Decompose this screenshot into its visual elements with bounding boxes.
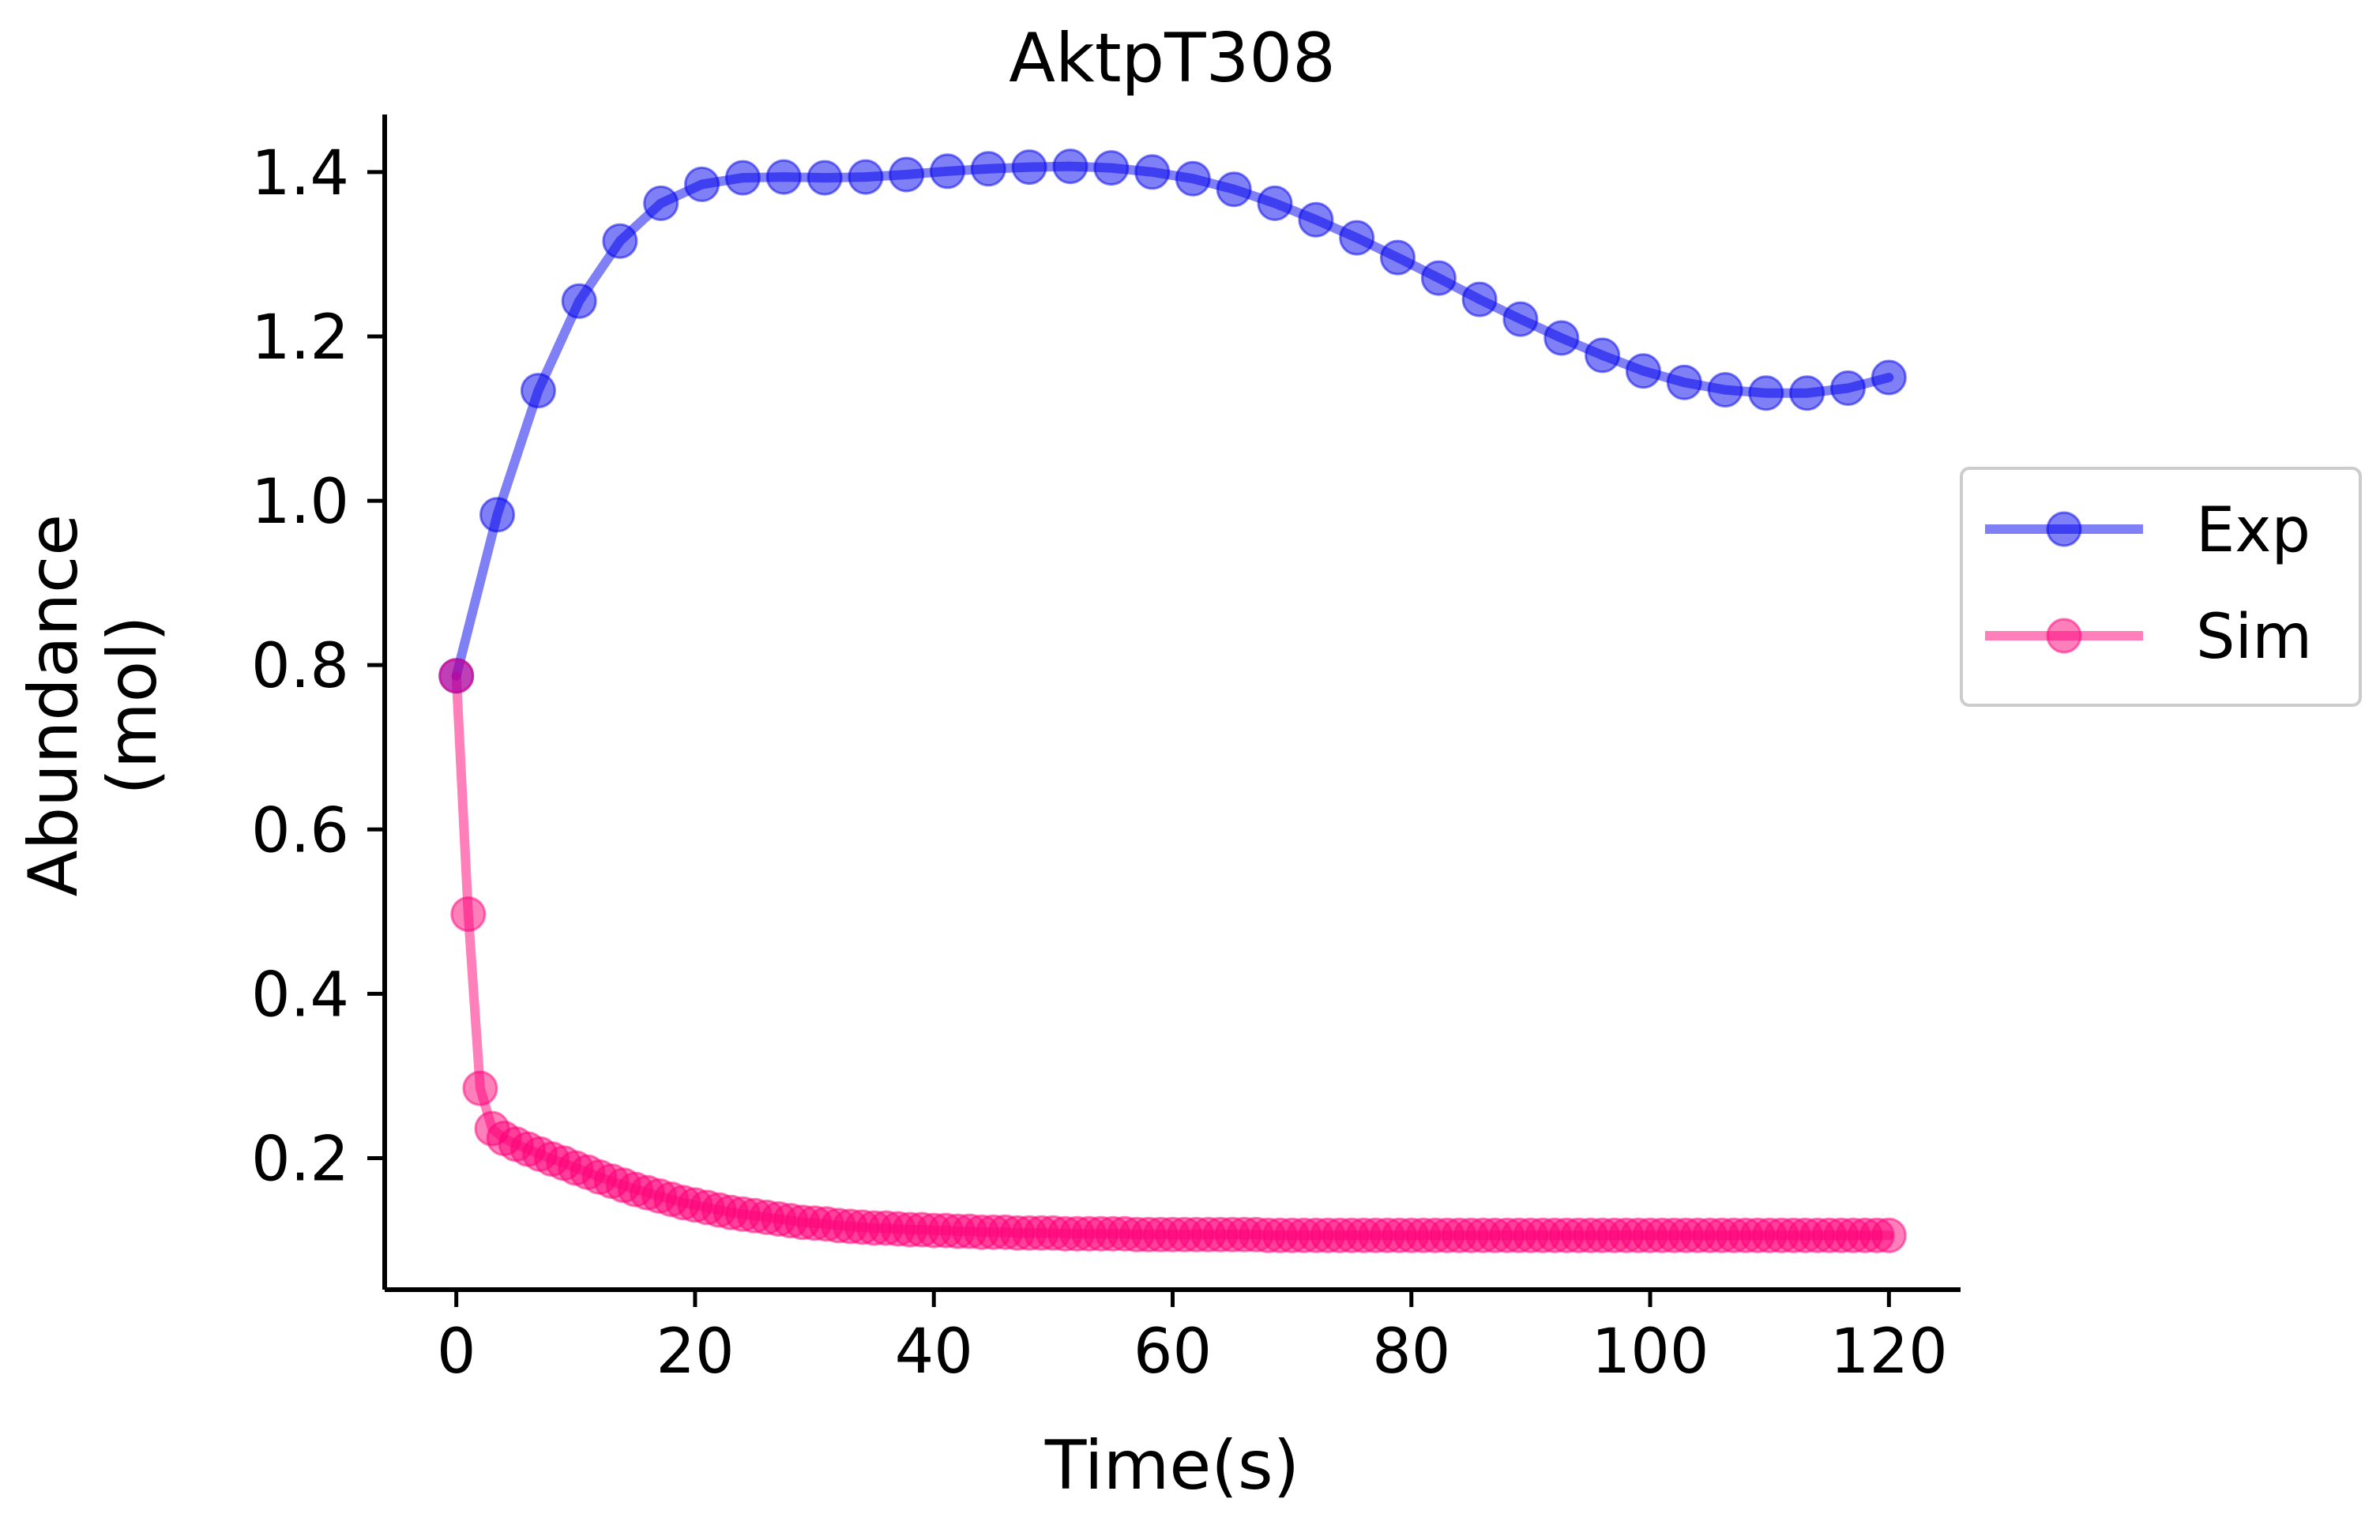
data-point-exp	[1052, 148, 1088, 185]
data-point-exp	[930, 153, 965, 190]
x-tick-label: 0	[437, 1317, 476, 1388]
series-lines	[451, 161, 1894, 1241]
x-axis-label: Time(s)	[1044, 1426, 1299, 1505]
data-point-exp	[1093, 150, 1130, 186]
legend-label-exp: Exp	[2196, 495, 2310, 566]
data-point-exp	[1789, 375, 1825, 411]
y-tick-label: 1.0	[251, 467, 349, 538]
legend-marker-exp	[2046, 511, 2082, 547]
legend-marker-sim	[2046, 618, 2082, 654]
y-axis-label-line1: Abundance	[14, 514, 93, 896]
data-point-exp	[1707, 372, 1743, 408]
data-point-exp	[1298, 201, 1334, 238]
y-axis-label-line2: (mol)	[93, 615, 172, 794]
chart-title: AktpT308	[1009, 19, 1336, 98]
y-tick-label: 0.2	[251, 1125, 349, 1196]
data-point-sim	[450, 896, 487, 932]
data-point-exp	[1216, 171, 1252, 208]
legend-label-sim: Sim	[2196, 602, 2312, 673]
y-tick-label: 0.6	[251, 795, 349, 866]
x-tick-label: 20	[656, 1317, 734, 1388]
data-point-exp	[602, 223, 638, 259]
data-point-exp	[1175, 160, 1211, 197]
data-point-exp	[1461, 281, 1498, 317]
data-point-exp	[1625, 353, 1661, 389]
data-point-exp	[806, 160, 843, 196]
data-point-exp	[1502, 301, 1539, 337]
data-point-exp	[684, 166, 720, 202]
data-point-exp	[889, 156, 925, 193]
data-point-exp	[848, 159, 884, 195]
series-line-sim	[451, 670, 1894, 1241]
series-line-exp	[451, 161, 1894, 681]
data-point-sim	[462, 1070, 498, 1106]
data-point-exp	[520, 373, 556, 409]
data-point-exp	[1134, 154, 1171, 190]
data-point-exp	[724, 160, 761, 196]
y-tick-label: 0.4	[251, 960, 349, 1031]
data-point-exp	[1830, 370, 1866, 406]
data-point-exp	[1420, 260, 1457, 296]
y-axis-label: Abundance (mol)	[14, 514, 172, 896]
x-tick-label: 60	[1134, 1317, 1212, 1388]
legend: Exp Sim	[1960, 467, 2362, 707]
series-markers	[438, 148, 1907, 1253]
data-point-exp	[1257, 185, 1293, 221]
axes	[382, 115, 1961, 1292]
data-point-exp	[561, 283, 597, 319]
x-tick-label: 120	[1830, 1317, 1948, 1388]
data-point-exp	[1380, 239, 1416, 276]
x-tick-label: 40	[895, 1317, 973, 1388]
axis-ticks: 0 20 40 60 80 100 120 0.2 0.4 0.6 0.8 1.0 1.2 1.4	[251, 138, 1948, 1388]
data-point-exp	[1339, 220, 1375, 256]
y-tick-label: 0.8	[251, 631, 349, 702]
y-tick-label: 1.4	[251, 138, 349, 209]
data-point-exp	[1011, 149, 1047, 186]
data-point-exp	[479, 497, 515, 533]
data-point-exp	[970, 151, 1006, 187]
x-tick-label: 100	[1592, 1317, 1709, 1388]
data-point-exp	[765, 159, 802, 195]
x-tick-label: 80	[1372, 1317, 1450, 1388]
data-point-sim	[438, 658, 475, 694]
data-point-exp	[643, 185, 679, 221]
y-tick-label: 1.2	[251, 302, 349, 374]
data-point-exp	[1543, 320, 1580, 356]
data-point-exp	[1585, 337, 1621, 374]
data-point-sim	[1871, 1217, 1907, 1253]
data-point-exp	[1871, 359, 1907, 396]
data-point-exp	[1666, 364, 1702, 400]
data-point-exp	[1748, 375, 1784, 411]
